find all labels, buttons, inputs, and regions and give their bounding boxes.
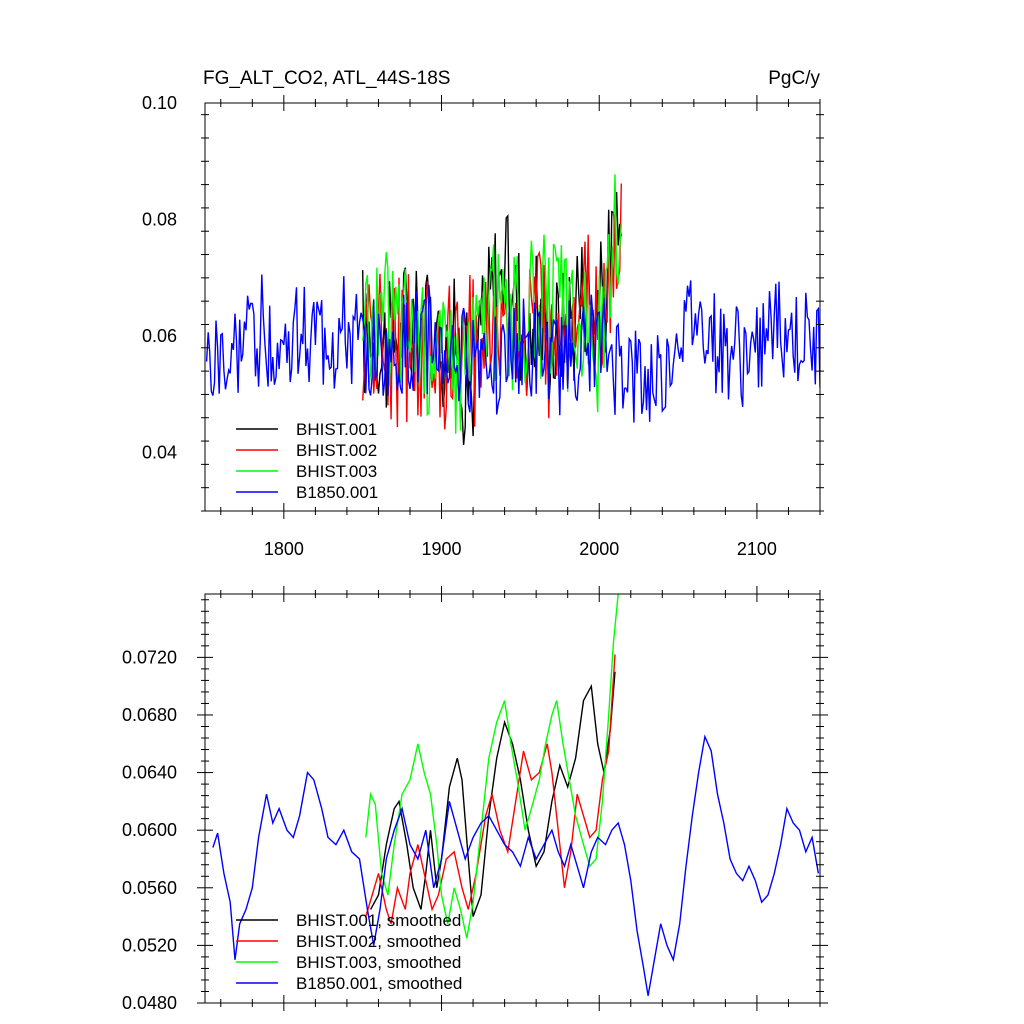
y-tick-label: 0.0640 [122, 763, 177, 783]
y-tick-label: 0.06 [142, 326, 177, 346]
y-tick-label: 0.0480 [122, 993, 177, 1013]
plot-frame [204, 102, 821, 512]
x-tick-label: 2100 [737, 539, 777, 559]
units-label: PgC/y [768, 68, 820, 89]
bottom-axes: 0.0480 0.0520 0.0560 0.0600 0.0640 0.0680 0.07… [122, 586, 828, 1013]
legend-label: BHIST.003, smoothed [296, 953, 461, 972]
legend-label: BHIST.002 [296, 441, 377, 460]
series-line-b1850-001 [205, 274, 820, 423]
legend-label: BHIST.002, smoothed [296, 932, 461, 951]
x-tick-label: 1900 [422, 539, 462, 559]
y-tick-label: 0.0600 [122, 820, 177, 840]
y-tick-label: 0.0520 [122, 935, 177, 955]
y-tick-label: 0.04 [142, 443, 177, 463]
bottom-legend: BHIST.001, smoothed BHIST.002, smoothed BH… [236, 911, 462, 993]
legend-label: B1850.001, smoothed [296, 974, 462, 993]
series-line-bhist-003-smoothed [365, 594, 619, 939]
series-line-bhist-002-smoothed [365, 654, 616, 925]
bottom-panel: 0.0480 0.0520 0.0560 0.0600 0.0640 0.0680 0.07… [122, 586, 828, 1013]
legend-label: BHIST.001, smoothed [296, 911, 461, 930]
y-tick-label: 0.10 [142, 93, 177, 113]
series-line-bhist-001-smoothed [369, 671, 616, 917]
plot-frame [204, 593, 821, 1004]
legend-label: B1850.001 [296, 483, 378, 502]
y-tick-label: 0.0560 [122, 878, 177, 898]
legend-label: BHIST.001 [296, 420, 377, 439]
y-tick-label: 0.0680 [122, 705, 177, 725]
top-series-group [205, 174, 820, 445]
y-tick-label: 0.0720 [122, 647, 177, 667]
panel-title: FG_ALT_CO2, ATL_44S-18S [203, 68, 450, 89]
top-panel: FG_ALT_CO2, ATL_44S-18S PgC/y 1800 1900 20… [142, 68, 824, 559]
y-tick-label: 0.08 [142, 210, 177, 230]
bottom-series-group [212, 594, 820, 996]
x-tick-label: 2000 [579, 539, 619, 559]
top-axes: 1800 1900 2000 2100 0.04 0.06 0.08 0.10 [142, 93, 824, 559]
series-line-b1850-001-smoothed [212, 734, 820, 996]
legend-label: BHIST.003 [296, 462, 377, 481]
series-line-bhist-003 [362, 174, 622, 434]
x-tick-label: 1800 [264, 539, 304, 559]
top-legend: BHIST.001 BHIST.002 BHIST.003 B1850.001 [236, 420, 378, 502]
